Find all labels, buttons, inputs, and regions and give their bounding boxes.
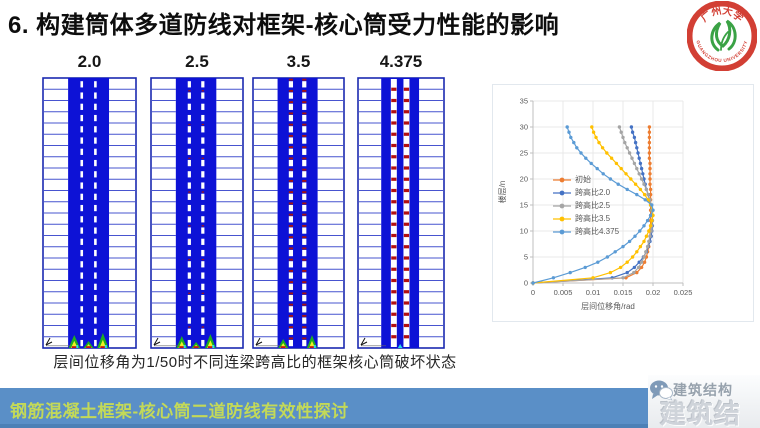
- legend-label: 跨高比4.375: [575, 227, 620, 236]
- span-ratio-label: 3.5: [286, 52, 311, 71]
- watermark-label: 建筑结构: [673, 382, 733, 398]
- building-figure-2.5: [150, 77, 244, 349]
- legend-marker-icon: [553, 203, 571, 208]
- chart-legend: 初始跨高比2.0 跨高比2.5 跨高比3.5 跨高比4.375: [553, 175, 619, 236]
- x-tick-label: 0.025: [674, 288, 693, 297]
- x-tick-label: 0.015: [614, 288, 633, 297]
- legend-item: 初始: [553, 175, 619, 184]
- legend-label: 跨高比3.5: [575, 214, 611, 223]
- y-tick-label: 10: [520, 227, 528, 236]
- y-tick-label: 30: [520, 123, 528, 132]
- watermark: 建筑结构 建筑结构: [648, 375, 760, 428]
- legend-label: 跨高比2.0: [575, 188, 611, 197]
- legend-item: 跨高比2.0: [553, 188, 619, 197]
- x-tick-label: 0.01: [586, 288, 601, 297]
- footer-bar: 钢筋混凝土框架-核心筒二道防线有效性探讨: [0, 388, 760, 428]
- building-figure-2.0: [42, 77, 137, 349]
- x-tick-label: 0.02: [646, 288, 661, 297]
- wechat-icon: [650, 380, 673, 401]
- x-axis-label: 层间位移角/rad: [581, 301, 635, 311]
- legend-marker-icon: [553, 177, 571, 182]
- logo-emblem-icon: [710, 19, 737, 52]
- origin-triad-icon: [153, 337, 179, 347]
- span-ratio-label: 2.5: [185, 52, 209, 71]
- origin-triad-icon: [360, 337, 386, 347]
- span-ratio-label: 4.375: [379, 52, 423, 71]
- university-logo-icon: 广州大学 GUANGZHOU UNIVERSITY: [687, 1, 757, 71]
- drift-chart: 初始跨高比2.0 跨高比2.5 跨高比3.5 跨高比4.375 0 5 10 15 20 25 3…: [492, 84, 754, 322]
- x-tick-label: 0.005: [554, 288, 573, 297]
- y-axis-label: 楼层/n: [497, 181, 507, 204]
- legend-marker-icon: [553, 229, 571, 234]
- legend-marker-icon: [553, 216, 571, 221]
- y-tick-label: 0: [524, 279, 528, 288]
- legend-item: 跨高比2.5: [553, 201, 619, 210]
- building-figure-4.375: [357, 77, 445, 349]
- legend-item: 跨高比3.5: [553, 214, 619, 223]
- page-title: 6. 构建筒体多道防线对框架-核心筒受力性能的影响: [8, 12, 560, 39]
- y-tick-label: 35: [520, 97, 528, 106]
- legend-label: 跨高比2.5: [575, 201, 611, 210]
- footer-text: 钢筋混凝土框架-核心筒二道防线有效性探讨: [10, 402, 349, 421]
- y-tick-label: 15: [520, 201, 528, 210]
- legend-label: 初始: [575, 175, 591, 184]
- building-figure-3.5: [252, 77, 345, 349]
- origin-triad-icon: [255, 337, 281, 347]
- watermark-ghost-text: 建筑结构: [660, 399, 742, 428]
- y-tick-label: 5: [524, 253, 528, 262]
- origin-triad-icon: [45, 337, 71, 347]
- y-tick-label: 25: [520, 149, 528, 158]
- legend-item: 跨高比4.375: [553, 227, 619, 236]
- span-ratio-label: 2.0: [77, 52, 102, 71]
- figure-caption: 层间位移角为1/50时不同连梁跨高比的框架核心筒破坏状态: [53, 354, 457, 371]
- chart-plot: 0 5 10 15 20 25 30 35 0 0.005 0.01 0.015 0.02 0.025 层间…: [497, 97, 693, 311]
- x-tick-label: 0: [531, 288, 535, 297]
- y-tick-label: 20: [520, 175, 528, 184]
- legend-marker-icon: [553, 190, 571, 195]
